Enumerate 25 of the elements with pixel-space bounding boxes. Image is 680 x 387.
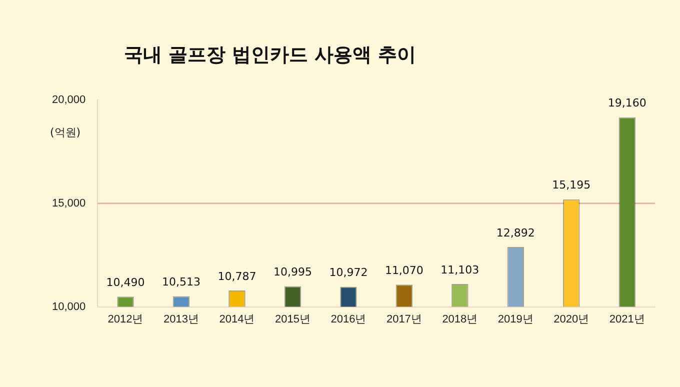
x-tick-label: 2016년 bbox=[330, 313, 366, 326]
y-tick-label: 10,000 bbox=[52, 300, 86, 313]
data-label: 12,892 bbox=[496, 226, 535, 240]
data-label: 10,490 bbox=[106, 276, 145, 290]
x-tick-label: 2021년 bbox=[609, 313, 645, 326]
chart-title: 국내 골프장 법인카드 사용액 추이 bbox=[122, 43, 418, 68]
data-label: 10,513 bbox=[162, 276, 200, 289]
x-tick-label: 2017년 bbox=[386, 313, 422, 326]
x-tick-label: 2020년 bbox=[554, 313, 590, 326]
y-tick-label: 15,000 bbox=[52, 197, 86, 210]
data-label: 10,995 bbox=[273, 266, 312, 279]
data-label: 11,103 bbox=[440, 263, 480, 276]
data-label: 15,195 bbox=[552, 178, 591, 192]
data-label: 19,160 bbox=[608, 96, 646, 110]
y-tick-label: 20,000 bbox=[52, 94, 86, 106]
data-label: 10,787 bbox=[218, 270, 256, 283]
x-tick-label: 2012년 bbox=[108, 313, 144, 326]
x-tick-label: 2018년 bbox=[442, 313, 478, 326]
x-tick-label: 2014년 bbox=[219, 313, 255, 326]
data-label: 10,972 bbox=[329, 266, 368, 280]
x-tick-label: 2019년 bbox=[498, 313, 534, 326]
data-label: 11,070 bbox=[384, 264, 424, 278]
y-axis-title: (억원) bbox=[50, 125, 81, 140]
x-tick-label: 2013년 bbox=[164, 313, 199, 326]
x-tick-label: 2015년 bbox=[274, 313, 310, 326]
